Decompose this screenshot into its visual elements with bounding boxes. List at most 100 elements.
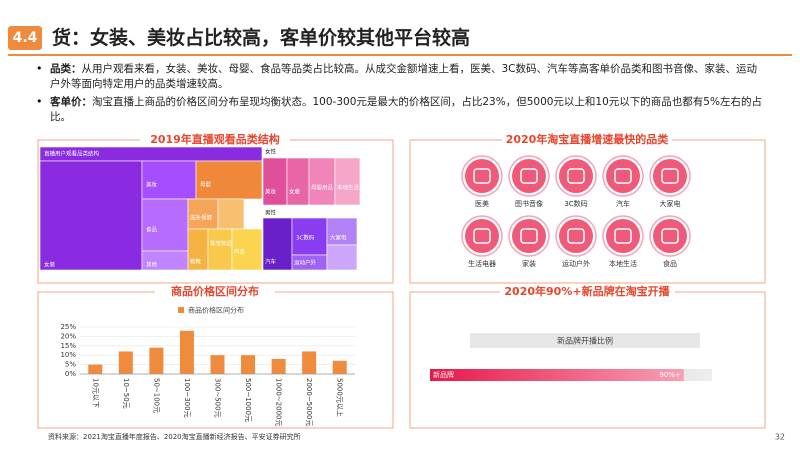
- bar: [149, 347, 164, 374]
- treemap-label: 美妆: [265, 188, 277, 196]
- icon: [653, 159, 687, 193]
- icon-label: 生活电器: [468, 259, 496, 268]
- treemap-cell: [39, 160, 143, 271]
- y-tick-label: 10%: [60, 351, 76, 359]
- treemap-cell: [217, 198, 245, 230]
- icon-glyph: [567, 228, 585, 244]
- bullet-dot: •: [36, 62, 43, 75]
- icon-glyph: [520, 228, 538, 244]
- title-bg: [500, 284, 675, 300]
- slide-title: 货：女装、美妆占比较高，客单价较其他平台较高: [52, 27, 471, 49]
- treemap-label: 3C数码: [296, 234, 315, 242]
- treemap-label: 母婴用品: [311, 185, 334, 192]
- icon-label: 图书音像: [515, 199, 543, 208]
- treemap-cell: [141, 160, 197, 200]
- bar: [241, 355, 256, 374]
- icon-label: 本地生活: [609, 259, 637, 268]
- panel-frame: [409, 291, 766, 429]
- bar: [118, 351, 133, 374]
- x-tick-label: 500~1000元: [244, 378, 252, 422]
- icon: [465, 219, 499, 253]
- icon-label: 运动户外: [562, 259, 590, 268]
- icon-label: 3C数码: [564, 199, 587, 208]
- panel-title: 2019年直播观看品类结构: [150, 132, 280, 146]
- bar: [179, 330, 194, 374]
- icon-ring: [602, 155, 644, 197]
- x-tick-label: 300~500元: [214, 378, 222, 418]
- icon-ring: [508, 155, 550, 197]
- treemap-cell: [262, 157, 288, 206]
- treemap-label: 食品: [146, 226, 158, 234]
- bar: [332, 360, 347, 374]
- treemap-label: 珠宝饰品: [210, 240, 233, 248]
- icon-label: 食品: [663, 259, 677, 268]
- icon: [606, 219, 640, 253]
- treemap-cell: [326, 217, 358, 246]
- title-bg: [140, 132, 290, 148]
- y-tick-label: 15%: [60, 342, 76, 350]
- icon-label: 家装: [522, 259, 536, 268]
- x-tick-label: 10~50元: [122, 378, 130, 409]
- treemap-cell: [286, 157, 310, 206]
- bullet-label: 品类：: [50, 63, 82, 75]
- treemap-label: 内衣: [234, 248, 246, 256]
- icon-ring: [649, 215, 691, 257]
- title-rule: [8, 54, 792, 56]
- icon: [606, 159, 640, 193]
- source: 资料来源：2021淘宝直播年度报告、2020淘宝直播新经济报告、平安证券研究所: [48, 432, 301, 441]
- icon-ring: [555, 155, 597, 197]
- bullet-text: 淘宝直播上商品的价格区间分布呈现均衡状态。100-300元是最大的价格区间，占比…: [50, 96, 762, 123]
- icon-label: 大家电: [660, 199, 681, 208]
- panel-title: 2020年90%+新品牌在淘宝开播: [504, 284, 670, 298]
- icon-ring: [508, 215, 550, 257]
- icon: [512, 219, 546, 253]
- treemap-label: 美妆: [146, 181, 158, 189]
- treemap-label: 女装: [289, 188, 301, 196]
- bar: [271, 358, 286, 374]
- panel-title: 商品价格区间分布: [171, 284, 259, 298]
- treemap-label: 运动户外: [294, 259, 317, 267]
- x-tick-label: 2000~5000元: [305, 378, 313, 427]
- icon-glyph: [473, 228, 491, 244]
- x-tick-label: 100~300元: [183, 378, 191, 418]
- treemap-cell: [334, 157, 361, 206]
- treemap-cell: [326, 244, 358, 271]
- title-bg: [502, 132, 672, 148]
- icon-glyph: [567, 168, 585, 184]
- icon: [653, 219, 687, 253]
- bullet: 品类：从用户观看来看，女装、美妆、母婴、食品等品类占比较高。从成交金额增速上看，…: [50, 62, 765, 92]
- icon-glyph: [614, 168, 632, 184]
- y-tick-label: 20%: [60, 332, 76, 340]
- icon-label: 医美: [475, 199, 489, 208]
- icon: [465, 159, 499, 193]
- icon-label: 汽车: [616, 199, 630, 208]
- treemap-label: 汽车: [265, 258, 277, 266]
- icon-glyph: [520, 168, 538, 184]
- treemap-cell: [207, 228, 233, 271]
- icon-ring: [461, 155, 503, 197]
- progress-label: 新品牌: [433, 370, 454, 379]
- bar: [88, 364, 103, 374]
- treemap-cell: [195, 160, 263, 200]
- treemap-label: 本地生活: [337, 184, 360, 192]
- progress-value: 90%+: [659, 371, 681, 379]
- section-badge: 4.4: [8, 26, 42, 50]
- treemap-label: 女性: [265, 148, 277, 156]
- treemap-cell: [141, 198, 189, 252]
- icon: [512, 159, 546, 193]
- treemap-label: 滋补保健: [190, 214, 213, 222]
- title-bg: [155, 284, 275, 300]
- x-tick-label: 10元以下: [91, 378, 99, 408]
- bullet-text: 从用户观看来看，女装、美妆、母婴、食品等品类占比较高。从成交金额增速上看，医美、…: [50, 63, 758, 90]
- subtitle-box: [470, 333, 700, 348]
- icon-ring: [649, 155, 691, 197]
- treemap-label: 女装: [44, 261, 56, 269]
- bar: [302, 351, 317, 374]
- legend-label: 商品价格区间分布: [188, 306, 244, 315]
- legend-swatch: [178, 307, 184, 313]
- icon-ring: [461, 215, 503, 257]
- treemap-cell: [187, 198, 219, 230]
- treemap-label: 其他: [146, 261, 158, 269]
